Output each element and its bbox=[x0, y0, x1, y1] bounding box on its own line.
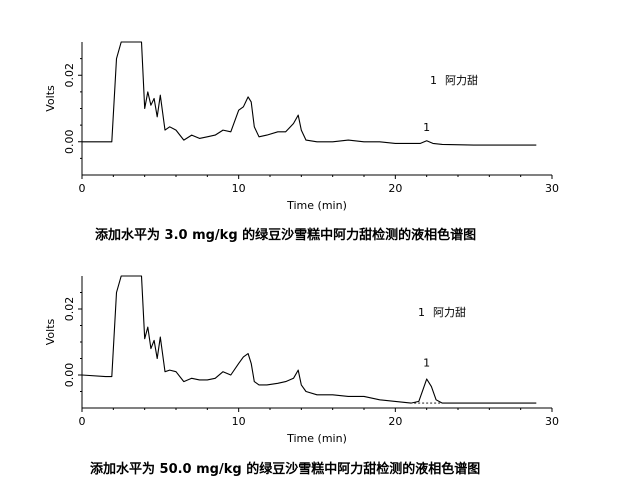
chart-1-legend-name: 阿力甜 bbox=[445, 74, 478, 87]
chart-2-x-tick-label: 20 bbox=[388, 415, 402, 428]
chart-2-y-axis-label: Volts bbox=[44, 318, 57, 345]
chart-2-trace-line bbox=[82, 276, 536, 403]
chart-2-peak-label: 1 bbox=[423, 356, 430, 369]
chart-1-x-tick-label: 10 bbox=[232, 182, 246, 195]
chart-2-y-tick-label: 0.00 bbox=[63, 363, 76, 388]
chart-1-y-tick-label: 0.00 bbox=[63, 130, 76, 155]
chart-2-x-tick-label: 10 bbox=[232, 415, 246, 428]
chart-2-caption: 添加水平为 50.0 mg/kg 的绿豆沙雪糕中阿力甜检测的液相色谱图 bbox=[90, 458, 480, 477]
chart-2-x-tick-label: 30 bbox=[545, 415, 559, 428]
chart-1-peak-label: 1 bbox=[423, 121, 430, 134]
chart-2-x-axis-label: Time (min) bbox=[286, 432, 347, 445]
chart-1-x-tick-label: 20 bbox=[388, 182, 402, 195]
chart-1-x-tick-label: 30 bbox=[545, 182, 559, 195]
chart-1-caption: 添加水平为 3.0 mg/kg 的绿豆沙雪糕中阿力甜检测的液相色谱图 bbox=[95, 224, 476, 243]
chart-1-y-tick-label: 0.02 bbox=[63, 63, 76, 88]
chart-1-x-tick-label: 0 bbox=[79, 182, 86, 195]
chart-2-y-tick-label: 0.02 bbox=[63, 297, 76, 322]
chart-2-legend-name: 阿力甜 bbox=[433, 306, 466, 319]
chart-1-trace-line bbox=[82, 42, 536, 145]
chart-1-y-axis-label: Volts bbox=[44, 85, 57, 112]
chart-2-x-tick-label: 0 bbox=[79, 415, 86, 428]
chart-1-legend-number: 1 bbox=[430, 74, 437, 87]
chart-1-x-axis-label: Time (min) bbox=[286, 199, 347, 212]
chart-2-legend-number: 1 bbox=[418, 306, 425, 319]
